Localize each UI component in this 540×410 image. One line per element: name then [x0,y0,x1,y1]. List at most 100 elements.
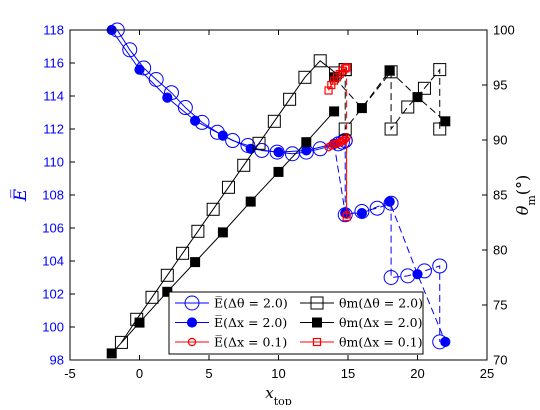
series-line [333,143,446,343]
y-right-tick-label: 70 [493,353,507,368]
data-point [313,54,327,68]
data-point [267,114,281,128]
legend-box [168,291,424,355]
data-point [160,268,174,282]
data-point [134,64,145,75]
legend: E̅(Δθ = 2.0) θm(Δθ = 2.0) E̅(Δx = 2.0) θm(Δ… [168,291,424,355]
x-tick-label: 10 [271,366,285,381]
x-tick-label: 5 [205,366,212,381]
data-point [237,158,251,172]
data-point [329,106,340,117]
y-left-tick-label: 108 [42,188,64,203]
legend-label: θm(Δx = 2.0) [339,315,423,330]
data-point [432,258,448,274]
series-line [121,60,346,343]
data-point [301,137,312,148]
y-left-tick-label: 110 [43,155,64,170]
y-right-tick-label: 90 [493,133,507,148]
data-point [383,195,399,211]
legend-label: θm(Δθ = 2.0) [339,296,423,311]
data-point [400,268,416,284]
data-point [177,100,193,116]
data-point [298,70,312,84]
y-right-tick-label: 100 [493,23,515,38]
y-right-axis-label: θm(°) [513,175,538,216]
legend-label: E̅(Δx = 2.0) [214,315,287,330]
legend-marker [184,295,200,311]
data-point [337,207,353,223]
x-tick-label: 15 [341,366,355,381]
data-point [338,122,352,136]
data-point [354,204,370,219]
series-layer [106,22,451,359]
axes-layer: -5 0 5 10 15 20 25 98 100 102 104 106 108 110 112 114 11… [10,23,538,408]
legend-marker [186,317,198,328]
data-point [273,166,284,177]
legend-marker [312,317,322,328]
data-point [356,103,367,114]
y-right-tick-label: 95 [493,78,507,93]
data-point [114,335,128,349]
data-point [417,81,431,95]
y-left-tick-label: 112 [43,122,64,137]
legend-label: E̅(Δθ = 2.0) [214,295,288,310]
x-tick-label: 20 [410,366,424,381]
y-left-tick-label: 100 [42,320,64,335]
y-left-tick-label: 106 [42,221,64,236]
legend-entry: θm(Δx = 2.0) [300,315,423,330]
legend-label: θm(Δx = 0.1) [339,335,423,350]
y-left-axis-label: E̅ [10,188,31,202]
data-point [252,136,266,150]
series-line [344,140,441,342]
data-point [301,145,312,156]
legend-entry: E̅(Δx = 0.1) [175,334,287,350]
y-left-tick-label: 116 [43,56,64,71]
data-point [122,42,138,58]
series-1 [106,24,340,158]
legend-marker [187,337,197,347]
legend-entry: E̅(Δx = 2.0) [175,315,287,330]
y-left-tick-label: 118 [43,23,64,38]
data-point [190,257,201,268]
data-point [412,92,423,103]
series-line [116,29,346,155]
data-point [206,202,220,216]
data-point [221,180,235,194]
data-point [245,196,256,207]
data-point [273,147,284,158]
data-point [217,130,228,141]
x-tick-label: 25 [480,366,494,381]
y-left-tick-label: 98 [50,353,64,368]
data-point [191,224,205,238]
data-point [433,122,447,136]
y-left-tick-label: 102 [42,287,64,302]
data-point [440,116,451,127]
x-tick-label: 0 [136,366,143,381]
data-point [176,246,190,260]
y-left-tick-label: 114 [43,89,64,104]
y-right-tick-label: 80 [493,243,507,258]
data-point [145,290,159,304]
series-10 [324,63,351,95]
x-axis-label: xtop [265,384,292,405]
data-point [341,64,350,73]
data-point [384,65,395,76]
data-point [440,336,451,347]
data-point [283,92,297,106]
data-point [384,122,398,136]
series-line [344,68,441,131]
legend-marker [310,296,324,310]
data-point [342,212,351,222]
legend-entry: θm(Δx = 0.1) [300,335,423,350]
legend-entry: θm(Δθ = 2.0) [300,296,423,311]
data-point [433,63,447,77]
y-right-tick-label: 75 [493,298,507,313]
data-point [401,100,415,114]
data-point [225,133,241,149]
data-point [356,208,367,219]
y-right-tick-label: 85 [493,188,507,203]
data-point [324,86,333,95]
data-point [190,115,201,126]
